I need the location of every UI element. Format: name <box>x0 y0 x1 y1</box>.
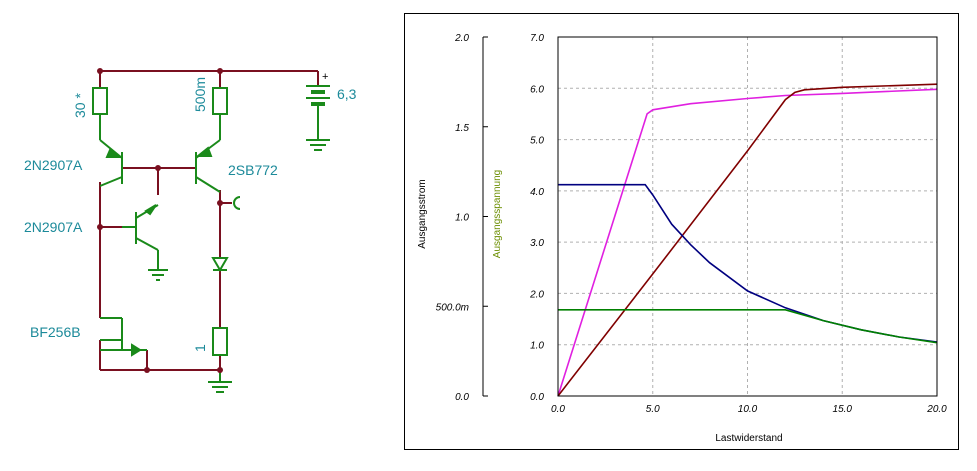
label-supply-plus: + <box>322 71 328 83</box>
circuit-schematic: 30 * 500m + 6,3 2N2907A 2N2907A 2SB772 B… <box>24 68 357 393</box>
transistor-q2 <box>122 204 168 281</box>
label-q1: 2N2907A <box>24 157 83 173</box>
left-axis-tick-label: 0.0 <box>455 392 469 403</box>
left-axis-title: Ausgangsstrom <box>417 179 428 248</box>
x-tick-label: 5.0 <box>646 404 660 415</box>
left-axis-tick-label: 1.5 <box>455 123 469 134</box>
series-line-4 <box>558 309 938 344</box>
right-axis-tick-label: 3.0 <box>530 238 544 249</box>
x-tick-label: 20.0 <box>926 404 947 415</box>
x-tick-label: 10.0 <box>738 404 758 415</box>
chart-axes <box>482 36 938 397</box>
label-q3: 2SB772 <box>228 162 278 178</box>
right-axis-tick-label: 2.0 <box>529 289 544 300</box>
chart-series <box>557 83 938 397</box>
right-axis-tick-label: 1.0 <box>530 341 544 352</box>
right-axis-tick-label: 5.0 <box>530 136 544 147</box>
chart-tick-labels: 0.0 5.0 10.0 15.0 20.0 0.0 1.0 2.0 3.0 4.0 5.0 6.0 7… <box>436 33 948 415</box>
label-r2: 500m <box>192 77 208 112</box>
right-axis-tick-label: 7.0 <box>530 33 544 44</box>
diode <box>211 257 229 272</box>
label-supply: 6,3 <box>337 86 357 102</box>
transistor-q1 <box>99 139 124 187</box>
jfet-bf256b <box>100 317 147 357</box>
left-axis-tick-label: 500.0m <box>436 302 469 313</box>
right-axis-tick-label: 0.0 <box>530 392 544 403</box>
right-axis-tick-label: 4.0 <box>530 187 544 198</box>
resistor-r2 <box>212 87 228 115</box>
plot-border <box>557 36 938 397</box>
ground-symbol <box>208 372 232 393</box>
output-terminal-icon <box>233 196 241 210</box>
series-line-1 <box>557 88 938 397</box>
resistor-load <box>212 327 228 356</box>
x-tick-label: 0.0 <box>551 404 565 415</box>
battery-symbol <box>306 85 330 151</box>
label-jfet: BF256B <box>30 324 81 340</box>
junction-dots <box>97 68 223 373</box>
chart-area: 0.0 5.0 10.0 15.0 20.0 0.0 1.0 2.0 3.0 4.0 5.0 6.0 7… <box>417 33 948 444</box>
x-tick-label: 15.0 <box>833 404 853 415</box>
x-axis-title: Lastwiderstand <box>715 433 782 444</box>
left-axis-tick-label: 1.0 <box>455 213 469 224</box>
plot-frame: 0.0 5.0 10.0 15.0 20.0 0.0 1.0 2.0 3.0 4.0 5.0 6.0 7… <box>404 13 959 450</box>
right-axis-tick-label: 6.0 <box>530 84 544 95</box>
components <box>92 85 330 393</box>
series-line-2 <box>557 83 938 397</box>
label-q2: 2N2907A <box>24 219 83 235</box>
series-line-3 <box>558 183 938 343</box>
label-rload: 1 <box>192 344 208 352</box>
wires <box>99 70 319 372</box>
right-axis-title: Ausgangsspannung <box>492 170 503 258</box>
left-axis-tick-label: 2.0 <box>454 33 469 44</box>
transistor-q3 <box>195 139 221 193</box>
resistor-r1 <box>92 87 108 115</box>
label-r1: 30 * <box>72 93 88 118</box>
